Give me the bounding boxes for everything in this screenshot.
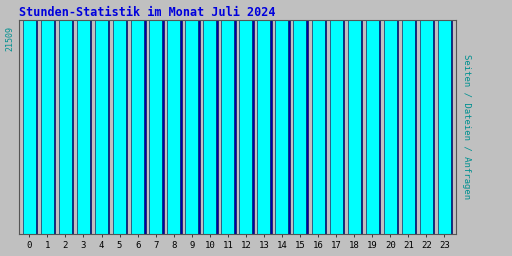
Bar [295, 0, 308, 234]
Bar [60, 0, 73, 234]
Bar [167, 0, 180, 234]
Bar [402, 0, 415, 234]
Bar [113, 0, 126, 234]
Bar [131, 0, 144, 234]
Bar [330, 0, 343, 234]
Bar [151, 0, 163, 234]
Bar [133, 0, 145, 234]
Bar [223, 0, 236, 234]
Bar [366, 0, 379, 234]
Text: Stunden-Statistik im Monat Juli 2024: Stunden-Statistik im Monat Juli 2024 [19, 6, 276, 18]
Bar [77, 0, 90, 234]
Bar [185, 0, 198, 234]
Bar [349, 0, 362, 234]
Bar [24, 0, 37, 234]
Bar [239, 0, 252, 234]
Bar [438, 0, 451, 234]
Bar [275, 0, 288, 234]
Bar [367, 0, 380, 234]
Bar [383, 0, 397, 234]
Bar [59, 0, 72, 234]
Bar [385, 0, 398, 234]
Bar [115, 0, 127, 234]
Bar [168, 0, 182, 234]
Bar [420, 0, 433, 234]
Bar [23, 0, 36, 234]
Bar [293, 0, 307, 234]
Bar [205, 0, 218, 234]
Bar [42, 0, 55, 234]
Bar [78, 0, 92, 234]
Bar [41, 0, 54, 234]
Bar [259, 0, 272, 234]
Bar [277, 0, 290, 234]
Bar [241, 0, 254, 234]
Bar [149, 0, 162, 234]
Bar [421, 0, 434, 234]
Bar [221, 0, 234, 234]
Bar [348, 0, 360, 234]
Bar [203, 0, 216, 234]
Bar [96, 0, 110, 234]
Bar [331, 0, 344, 234]
Bar [313, 0, 326, 234]
Bar [187, 0, 200, 234]
Bar [311, 0, 325, 234]
Bar [95, 0, 108, 234]
Bar [403, 0, 416, 234]
Bar [439, 0, 452, 234]
Y-axis label: Seiten / Dateien / Anfragen: Seiten / Dateien / Anfragen [462, 54, 471, 199]
Bar [258, 0, 270, 234]
